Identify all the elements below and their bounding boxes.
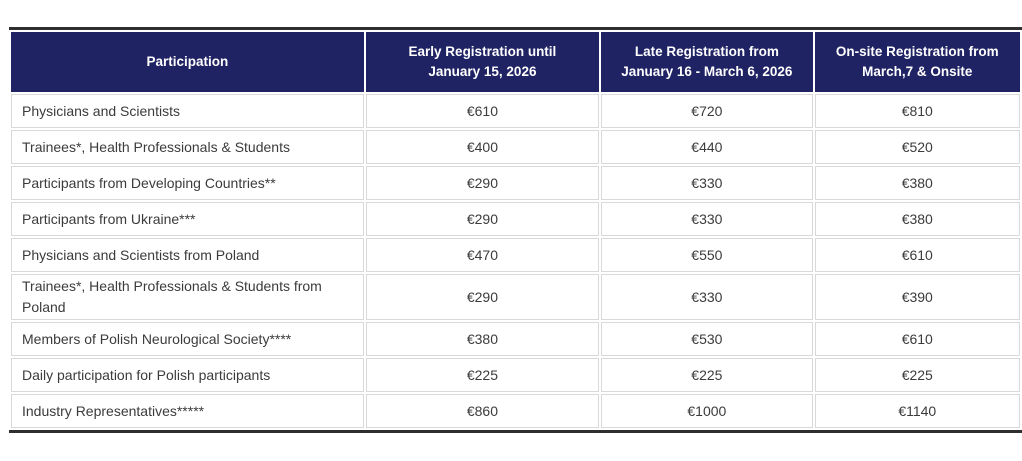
early-price-cell: €225 (365, 358, 600, 392)
col-header-line: January 16 - March 6, 2026 (621, 64, 793, 79)
late-price-cell: €440 (601, 130, 813, 164)
col-header-line: March,7 & Onsite (862, 64, 973, 79)
late-price-cell: €530 (601, 322, 813, 356)
late-price-cell: €720 (601, 94, 813, 128)
registration-fees-table: Participation Early Registration until J… (9, 27, 1022, 433)
table-row: Participants from Developing Countries**… (11, 166, 1020, 200)
participation-cell: Members of Polish Neurological Society**… (11, 322, 364, 356)
participation-cell: Physicians and Scientists (11, 94, 364, 128)
late-price-cell: €330 (601, 166, 813, 200)
early-price-cell: €380 (365, 322, 600, 356)
col-header-early-registration: Early Registration until January 15, 202… (365, 32, 600, 92)
participation-cell: Daily participation for Polish participa… (11, 358, 364, 392)
col-header-line: Participation (146, 54, 229, 69)
early-price-cell: €290 (365, 274, 600, 320)
participation-cell: Physicians and Scientists from Poland (11, 238, 364, 272)
table-row: Participants from Ukraine*** €290 €330 €… (11, 202, 1020, 236)
col-header-participation: Participation (11, 32, 364, 92)
onsite-price-cell: €610 (814, 238, 1020, 272)
table-row: Daily participation for Polish participa… (11, 358, 1020, 392)
participation-cell: Participants from Ukraine*** (11, 202, 364, 236)
participation-cell: Trainees*, Health Professionals & Studen… (11, 130, 364, 164)
registration-fees-table-container: Participation Early Registration until J… (9, 27, 1022, 433)
late-price-cell: €225 (601, 358, 813, 392)
table-row: Trainees*, Health Professionals & Studen… (11, 130, 1020, 164)
early-price-cell: €400 (365, 130, 600, 164)
table-row: Industry Representatives***** €860 €1000… (11, 394, 1020, 428)
late-price-cell: €1000 (601, 394, 813, 428)
onsite-price-cell: €810 (814, 94, 1020, 128)
participation-cell: Trainees*, Health Professionals & Studen… (11, 274, 364, 320)
late-price-cell: €550 (601, 238, 813, 272)
col-header-onsite-registration: On-site Registration from March,7 & Onsi… (814, 32, 1020, 92)
participation-cell: Participants from Developing Countries** (11, 166, 364, 200)
col-header-line: On-site Registration from (835, 44, 999, 59)
table-row: Trainees*, Health Professionals & Studen… (11, 274, 1020, 320)
onsite-price-cell: €380 (814, 166, 1020, 200)
early-price-cell: €860 (365, 394, 600, 428)
early-price-cell: €610 (365, 94, 600, 128)
late-price-cell: €330 (601, 274, 813, 320)
late-price-cell: €330 (601, 202, 813, 236)
col-header-line: Late Registration from (634, 44, 779, 59)
col-header-line: January 15, 2026 (428, 64, 537, 79)
table-row: Physicians and Scientists €610 €720 €810 (11, 94, 1020, 128)
col-header-late-registration: Late Registration from January 16 - Marc… (601, 32, 813, 92)
early-price-cell: €470 (365, 238, 600, 272)
participation-cell: Industry Representatives***** (11, 394, 364, 428)
table-header-row: Participation Early Registration until J… (11, 32, 1020, 92)
early-price-cell: €290 (365, 202, 600, 236)
early-price-cell: €290 (365, 166, 600, 200)
onsite-price-cell: €390 (814, 274, 1020, 320)
onsite-price-cell: €225 (814, 358, 1020, 392)
table-row: Members of Polish Neurological Society**… (11, 322, 1020, 356)
onsite-price-cell: €380 (814, 202, 1020, 236)
onsite-price-cell: €610 (814, 322, 1020, 356)
col-header-line: Early Registration until (408, 44, 557, 59)
table-row: Physicians and Scientists from Poland €4… (11, 238, 1020, 272)
onsite-price-cell: €520 (814, 130, 1020, 164)
onsite-price-cell: €1140 (814, 394, 1020, 428)
